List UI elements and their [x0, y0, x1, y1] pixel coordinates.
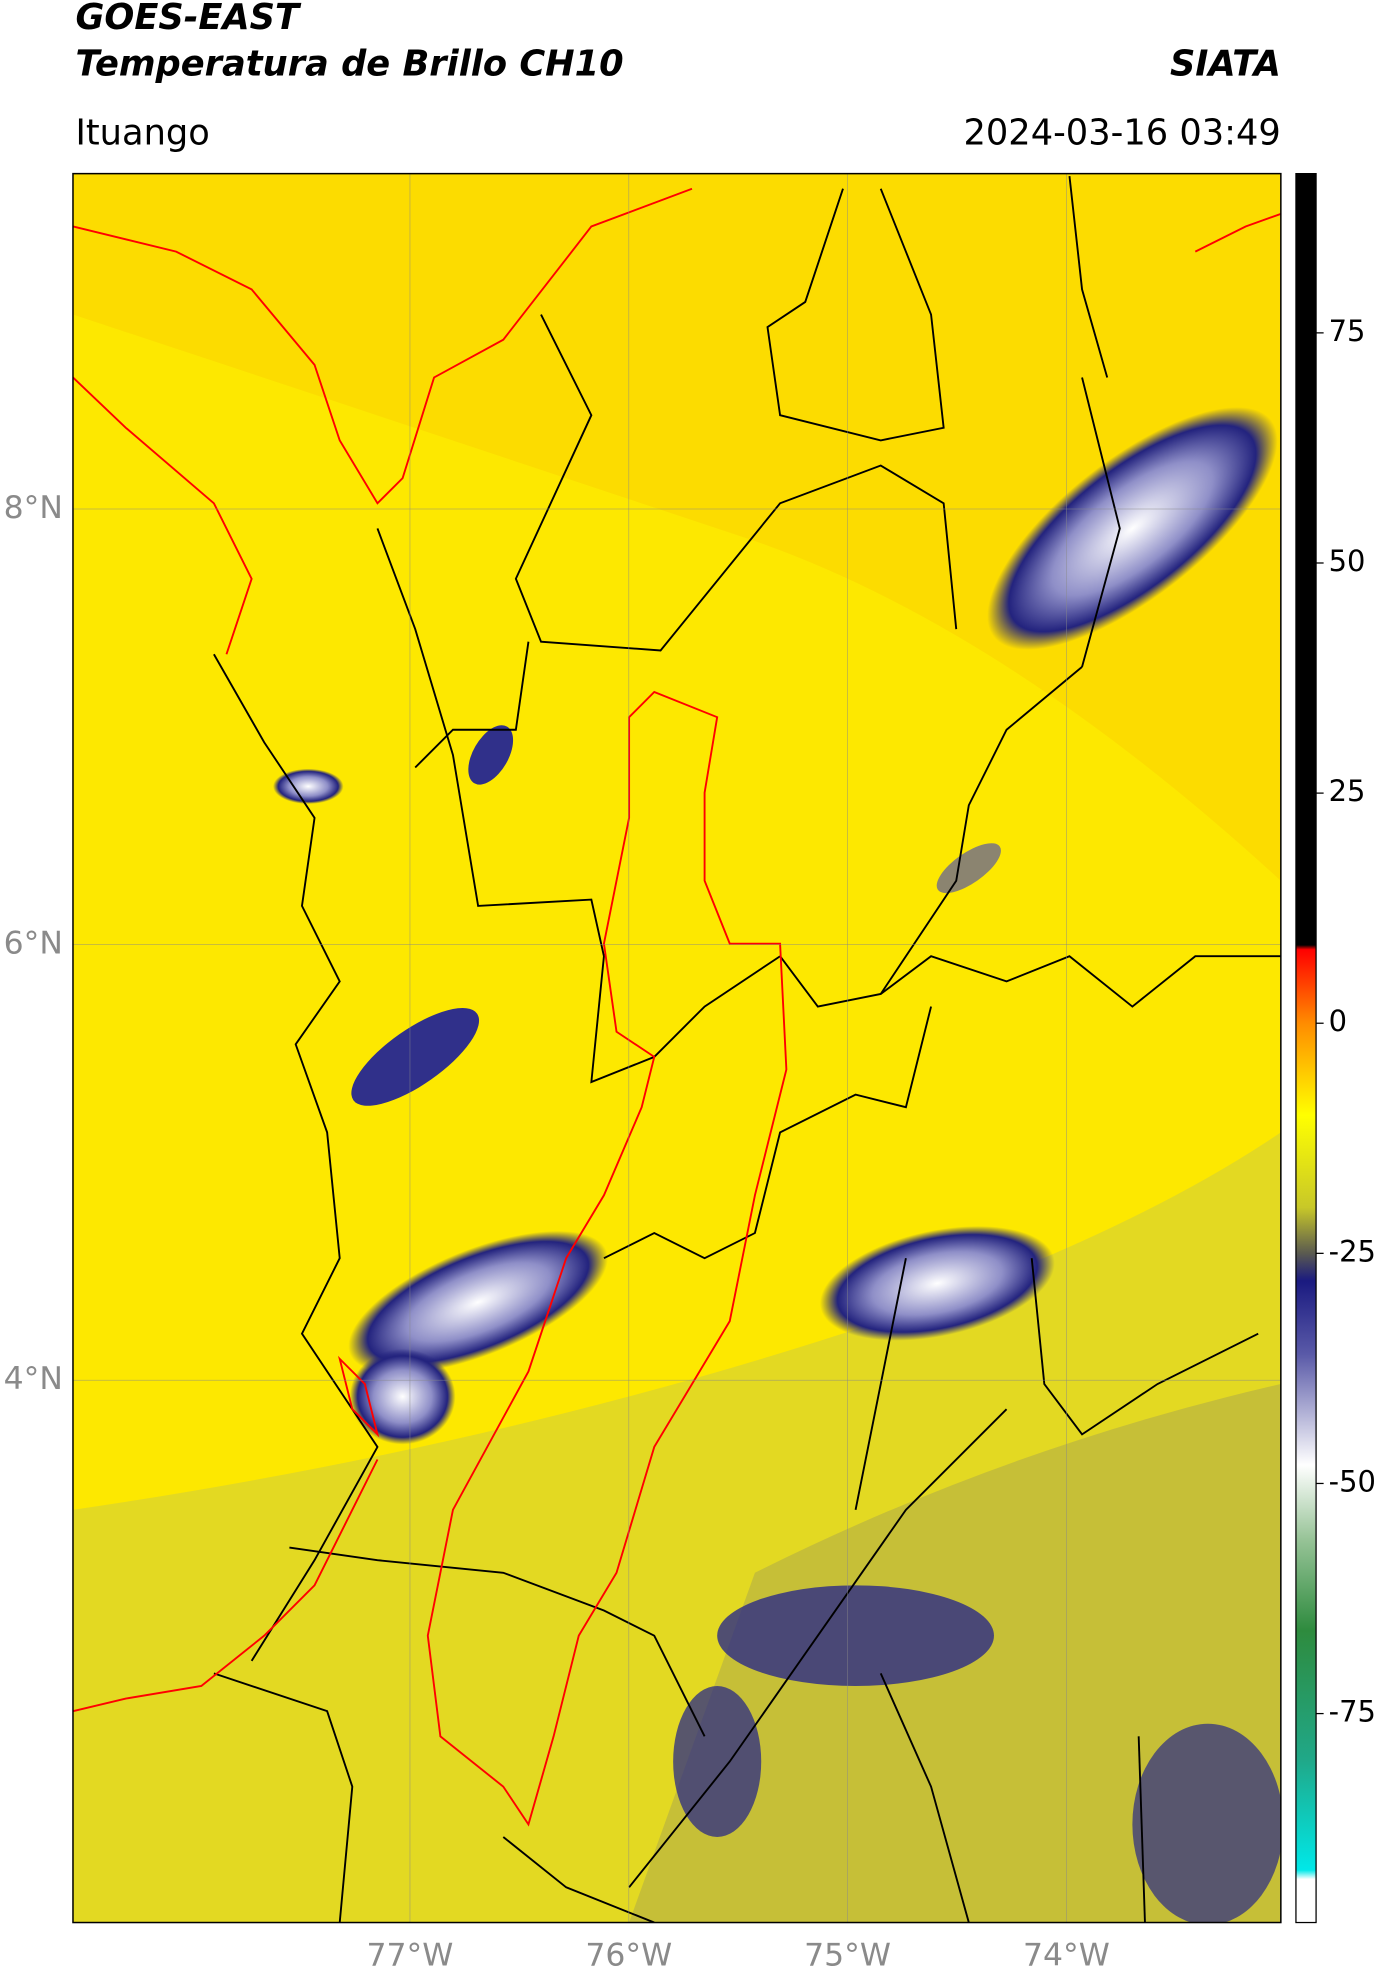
colorbar [1295, 173, 1317, 1924]
map-frame [72, 172, 1282, 1924]
map-image [72, 173, 1281, 1923]
colorbar-tick-label: 25 [1329, 774, 1366, 808]
lat-tick-label: 6°N [4, 926, 63, 962]
colorbar-tick-label: -75 [1329, 1695, 1376, 1729]
lon-tick-label: 74°W [1023, 1938, 1110, 1974]
lon-tick-label: 77°W [367, 1938, 454, 1974]
colorbar-tick-label: -25 [1329, 1234, 1376, 1268]
colorbar-tick-label: 0 [1329, 1004, 1347, 1038]
lon-tick-label: 75°W [804, 1938, 891, 1974]
lon-tick-label: 76°W [585, 1938, 672, 1974]
colorbar-tick-label: 50 [1329, 544, 1366, 578]
subtitle: Temperatura de Brillo CH10 [75, 43, 623, 84]
colorbar-tick-label: 75 [1329, 314, 1366, 348]
lat-tick-label: 4°N [4, 1361, 63, 1397]
colorbar-tick-label: -50 [1329, 1464, 1376, 1498]
datetime: 2024-03-16 03:49 [963, 113, 1280, 154]
region: Ituango [75, 113, 209, 154]
source: SIATA [1170, 43, 1281, 84]
title: GOES-EAST [75, 0, 302, 38]
lat-tick-label: 8°N [4, 490, 63, 526]
